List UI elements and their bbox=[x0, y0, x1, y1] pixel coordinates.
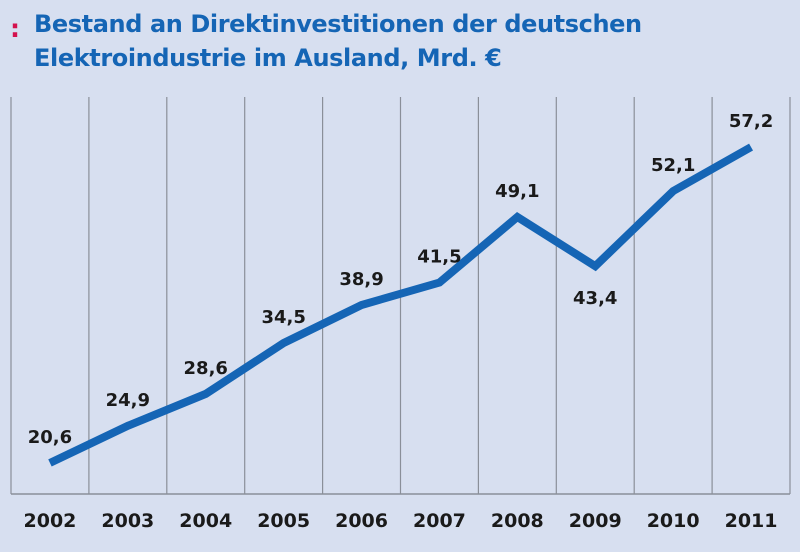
x-tick-label: 2006 bbox=[335, 510, 388, 532]
x-tick-label: 2009 bbox=[569, 510, 622, 532]
x-tick-label: 2010 bbox=[647, 510, 700, 532]
x-tick-label: 2007 bbox=[413, 510, 466, 532]
x-tick-label: 2002 bbox=[24, 510, 77, 532]
data-label: 57,2 bbox=[729, 111, 773, 132]
x-tick-label: 2005 bbox=[257, 510, 310, 532]
data-label: 38,9 bbox=[339, 269, 383, 290]
data-label: 20,6 bbox=[28, 427, 72, 448]
data-label: 41,5 bbox=[417, 247, 461, 268]
x-tick-label: 2011 bbox=[725, 510, 778, 532]
data-label: 52,1 bbox=[651, 155, 695, 176]
x-tick-label: 2003 bbox=[101, 510, 154, 532]
title-marker: : bbox=[10, 14, 20, 43]
x-tick-label: 2008 bbox=[491, 510, 544, 532]
data-label: 28,6 bbox=[184, 358, 228, 379]
series-line bbox=[48, 143, 754, 467]
data-label: 24,9 bbox=[106, 390, 150, 411]
title-line-1: Bestand an Direktinvestitionen der deuts… bbox=[34, 10, 642, 38]
title-line-2: Elektroindustrie im Ausland, Mrd. € bbox=[34, 44, 502, 72]
data-label: 34,5 bbox=[261, 307, 305, 328]
data-label: 43,4 bbox=[573, 288, 617, 309]
data-label: 49,1 bbox=[495, 181, 539, 202]
x-tick-label: 2004 bbox=[179, 510, 232, 532]
